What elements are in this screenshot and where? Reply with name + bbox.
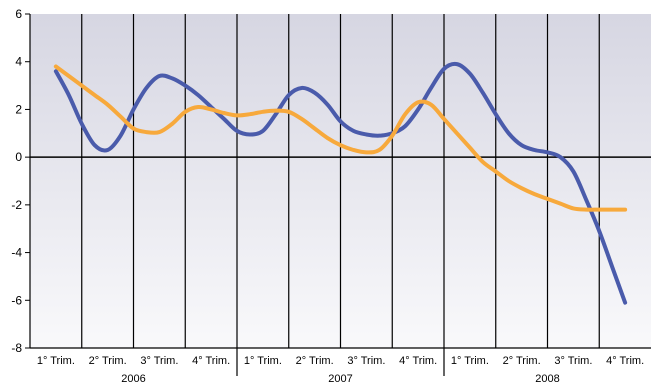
series-lines (53, 61, 628, 305)
y-axis-ticks: 6 4 2 0 -2 -4 -6 -8 (11, 7, 30, 355)
x-category-label: 1° Trim. (451, 355, 489, 367)
x-category-label: 2° Trim. (296, 355, 334, 367)
series-line-1 (53, 61, 628, 305)
x-group-label: 2006 (121, 373, 145, 385)
y-tick-label: -6 (11, 293, 22, 307)
y-tick-label: 6 (15, 7, 22, 21)
x-category-label: 4° Trim. (192, 355, 230, 367)
x-axis-categories: 1° Trim. 2° Trim. 3° Trim. 4° Trim. 1° Trim.… (37, 348, 644, 385)
x-group-label: 2007 (328, 373, 352, 385)
x-category-label: 3° Trim. (140, 355, 178, 367)
y-tick-label: -8 (11, 341, 22, 355)
x-category-label: 4° Trim. (606, 355, 644, 367)
y-tick-label: -2 (11, 198, 22, 212)
series-line-2 (53, 64, 628, 212)
y-tick-label: 4 (15, 55, 22, 69)
x-category-label: 2° Trim. (503, 355, 541, 367)
x-category-label: 2° Trim. (89, 355, 127, 367)
x-category-label: 3° Trim. (347, 355, 385, 367)
y-tick-label: -4 (11, 246, 22, 260)
x-category-label: 4° Trim. (399, 355, 437, 367)
x-category-label: 1° Trim. (244, 355, 282, 367)
y-tick-label: 0 (15, 150, 22, 164)
x-group-label: 2008 (535, 373, 559, 385)
x-category-label: 3° Trim. (554, 355, 592, 367)
x-category-label: 1° Trim. (37, 355, 75, 367)
y-tick-label: 2 (15, 102, 22, 116)
